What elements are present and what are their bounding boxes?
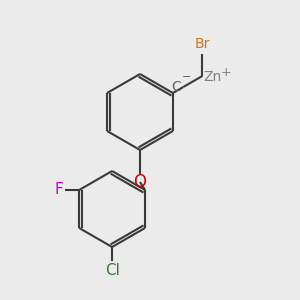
- Text: Br: Br: [195, 37, 210, 51]
- Text: Zn: Zn: [203, 70, 222, 84]
- Text: F: F: [54, 182, 63, 197]
- Text: O: O: [134, 173, 146, 191]
- Text: Cl: Cl: [105, 263, 119, 278]
- Text: C: C: [172, 80, 181, 94]
- Text: −: −: [182, 72, 191, 82]
- Text: +: +: [220, 67, 231, 80]
